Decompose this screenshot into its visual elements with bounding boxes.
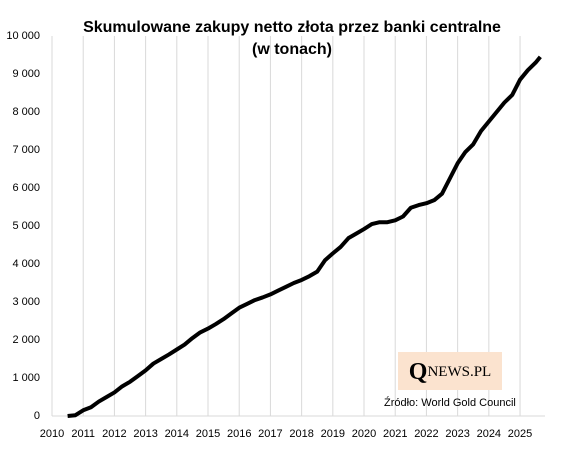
y-tick-label: 2 000 bbox=[12, 334, 40, 346]
logo-initial: Q bbox=[409, 359, 428, 385]
x-tick-label: 2017 bbox=[258, 428, 282, 440]
y-tick-label: 3 000 bbox=[12, 296, 40, 308]
x-tick-label: 2023 bbox=[445, 428, 469, 440]
x-tick-label: 2012 bbox=[102, 428, 126, 440]
y-tick-label: 1 000 bbox=[12, 372, 40, 384]
data-line bbox=[67, 55, 542, 418]
y-tick-label: 7 000 bbox=[12, 144, 40, 156]
y-tick-label: 10 000 bbox=[6, 30, 40, 42]
y-tick-label: 5 000 bbox=[12, 220, 40, 232]
logo-box bbox=[398, 352, 502, 390]
x-tick-label: 2016 bbox=[227, 428, 251, 440]
y-tick-label: 6 000 bbox=[12, 182, 40, 194]
x-tick-label: 2019 bbox=[321, 428, 345, 440]
logo-rest: NEWS.PL bbox=[427, 364, 491, 380]
chart-subtitle: (w tonach) bbox=[252, 41, 332, 58]
y-tick-label: 4 000 bbox=[12, 258, 40, 270]
x-tick-label: 2014 bbox=[165, 428, 189, 440]
y-tick-label: 8 000 bbox=[12, 106, 40, 118]
x-tick-label: 2018 bbox=[289, 428, 313, 440]
x-tick-label: 2011 bbox=[71, 428, 95, 440]
y-tick-label: 0 bbox=[34, 410, 40, 422]
x-tick-label: 2025 bbox=[508, 428, 532, 440]
x-tick-label: 2024 bbox=[477, 428, 501, 440]
x-tick-label: 2021 bbox=[383, 428, 407, 440]
x-tick-label: 2013 bbox=[133, 428, 157, 440]
x-tick-label: 2015 bbox=[196, 428, 220, 440]
logo: QNEWS.PL bbox=[409, 359, 491, 385]
source-note: Źródło: World Gold Council bbox=[384, 396, 516, 409]
y-tick-label: 9 000 bbox=[12, 68, 40, 80]
chart-title: Skumulowane zakupy netto złota przez ban… bbox=[83, 19, 501, 36]
x-tick-label: 2010 bbox=[40, 428, 64, 440]
x-tick-label: 2020 bbox=[352, 428, 376, 440]
x-tick-label: 2022 bbox=[414, 428, 438, 440]
